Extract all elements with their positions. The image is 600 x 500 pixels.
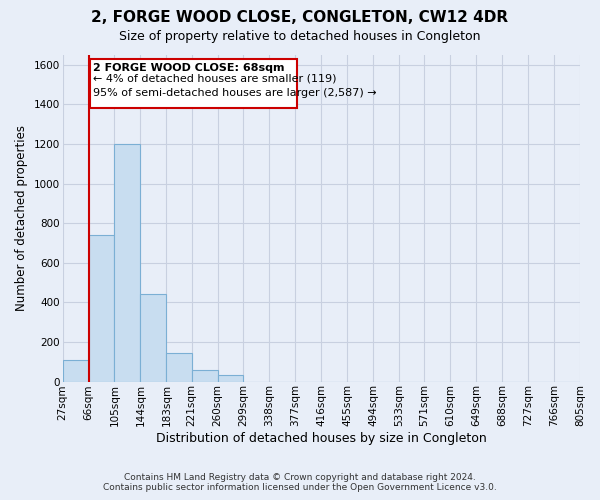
- Text: 2, FORGE WOOD CLOSE, CONGLETON, CW12 4DR: 2, FORGE WOOD CLOSE, CONGLETON, CW12 4DR: [91, 10, 509, 25]
- Y-axis label: Number of detached properties: Number of detached properties: [15, 126, 28, 312]
- FancyBboxPatch shape: [90, 59, 298, 108]
- Bar: [89, 235, 115, 382]
- Text: ← 4% of detached houses are smaller (119)
95% of semi-detached houses are larger: ← 4% of detached houses are smaller (119…: [92, 74, 376, 98]
- Text: Contains HM Land Registry data © Crown copyright and database right 2024.
Contai: Contains HM Land Registry data © Crown c…: [103, 473, 497, 492]
- Text: Size of property relative to detached houses in Congleton: Size of property relative to detached ho…: [119, 30, 481, 43]
- Bar: [115, 144, 140, 382]
- Text: 2 FORGE WOOD CLOSE: 68sqm: 2 FORGE WOOD CLOSE: 68sqm: [92, 63, 284, 73]
- Bar: [62, 360, 89, 382]
- Bar: [140, 294, 166, 382]
- Bar: [166, 353, 192, 382]
- Bar: [218, 374, 244, 382]
- X-axis label: Distribution of detached houses by size in Congleton: Distribution of detached houses by size …: [156, 432, 487, 445]
- Bar: [191, 370, 218, 382]
